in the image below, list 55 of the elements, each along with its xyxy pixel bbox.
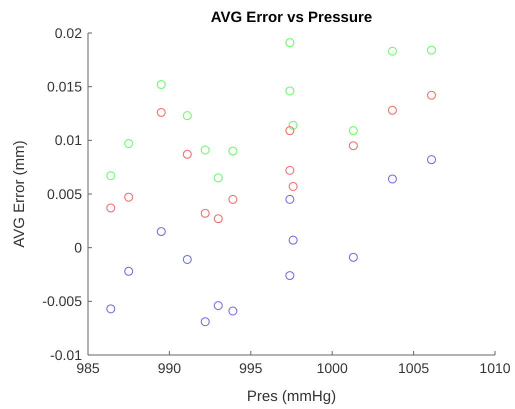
point — [214, 301, 223, 310]
point — [348, 252, 358, 262]
point — [214, 214, 223, 224]
x-tick-label: 990 — [158, 360, 182, 376]
point — [200, 146, 210, 154]
x-axis-title: Pres (mmHg) — [246, 388, 336, 405]
y-tick-label: 0.01 — [54, 132, 82, 148]
point — [285, 271, 294, 280]
y-axis-title: AVG Error (mm) — [11, 140, 28, 248]
y-tick-label: 0.02 — [54, 24, 82, 41]
point — [106, 304, 116, 314]
point — [228, 306, 238, 316]
point — [182, 150, 192, 159]
point — [288, 182, 298, 191]
y-tick-label: 0 — [74, 240, 82, 256]
chart-title: AVG Error vs Pressure — [210, 9, 372, 26]
point — [106, 203, 116, 212]
point — [156, 227, 166, 236]
point — [285, 194, 294, 204]
x-tick-label: 1010 — [479, 360, 511, 376]
point — [348, 141, 358, 150]
point — [285, 38, 294, 48]
point — [156, 108, 166, 117]
point — [388, 46, 397, 56]
point — [182, 111, 192, 120]
point — [288, 236, 298, 245]
point — [214, 173, 223, 182]
point — [156, 80, 166, 89]
point — [427, 155, 436, 164]
x-tick-label: 995 — [239, 360, 263, 376]
point — [427, 46, 436, 55]
point — [228, 146, 238, 156]
point — [285, 86, 294, 96]
point — [124, 139, 134, 148]
point — [124, 266, 134, 276]
point — [106, 171, 116, 180]
point — [200, 317, 210, 326]
point — [200, 208, 210, 218]
point — [228, 194, 238, 204]
point — [285, 126, 294, 136]
y-tick-label: 0.015 — [46, 78, 82, 95]
point — [182, 254, 192, 264]
x-tick-label: 1000 — [316, 360, 348, 376]
point — [288, 120, 298, 130]
y-tick-label: -0.005 — [42, 293, 82, 310]
y-tick-label: -0.01 — [50, 346, 82, 363]
point — [388, 174, 397, 184]
y-tick-label: 0.005 — [46, 186, 82, 202]
x-tick-label: 985 — [76, 360, 100, 376]
x-tick-label: 1005 — [398, 360, 430, 376]
point — [388, 106, 397, 115]
point — [285, 166, 294, 175]
point — [348, 126, 358, 136]
point — [124, 192, 134, 202]
point — [427, 90, 436, 100]
